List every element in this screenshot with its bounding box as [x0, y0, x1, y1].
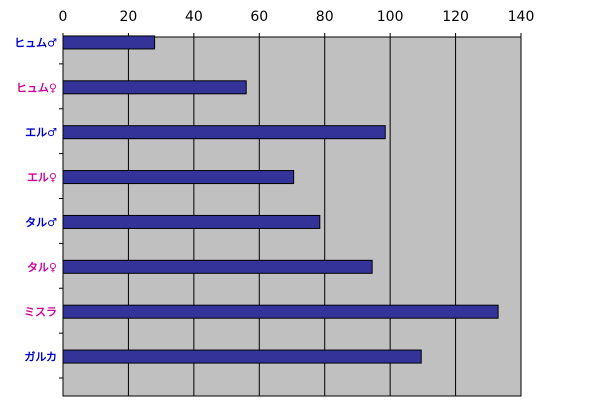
bar [62, 35, 156, 50]
category-label: ヒュム♂ [14, 36, 57, 49]
x-tick-label: 100 [377, 9, 404, 25]
category-label: タル♂ [25, 216, 57, 229]
bar [62, 304, 499, 319]
bar [62, 259, 373, 274]
x-tick-label: 20 [120, 9, 138, 25]
bar [62, 80, 247, 95]
category-label: ミスラ [24, 306, 57, 319]
bars [62, 35, 499, 364]
bar [62, 170, 295, 185]
x-tick-label: 60 [250, 9, 268, 25]
x-tick-label: 140 [508, 9, 535, 25]
x-axis-ticks: 0 20 40 60 80 100 120 140 [59, 9, 535, 37]
category-label: ヒュム♀ [16, 81, 57, 94]
category-label: ガルカ [24, 350, 57, 364]
category-label: タル♀ [27, 261, 57, 274]
gridlines [127, 37, 457, 396]
x-tick-label: 120 [442, 9, 469, 25]
x-tick-label: 80 [316, 9, 334, 25]
bar [62, 214, 321, 229]
category-label: エル♂ [25, 126, 57, 139]
x-tick-label: 40 [185, 9, 203, 25]
bar [62, 125, 386, 140]
category-label: エル♀ [27, 171, 57, 184]
bar [62, 349, 422, 364]
x-tick-label: 0 [59, 9, 68, 25]
